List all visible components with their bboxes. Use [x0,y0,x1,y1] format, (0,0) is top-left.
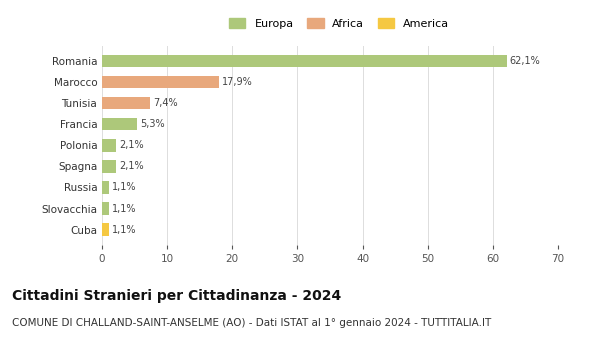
Text: 1,1%: 1,1% [112,182,137,192]
Bar [102,55,506,67]
Text: 5,3%: 5,3% [140,119,164,129]
Bar [102,76,218,88]
Text: Cittadini Stranieri per Cittadinanza - 2024: Cittadini Stranieri per Cittadinanza - 2… [12,289,341,303]
Legend: Europa, Africa, America: Europa, Africa, America [226,15,453,33]
Text: 2,1%: 2,1% [119,161,143,171]
Text: 17,9%: 17,9% [222,77,253,87]
Text: 1,1%: 1,1% [112,203,137,214]
Text: 2,1%: 2,1% [119,140,143,150]
Text: 62,1%: 62,1% [510,56,541,66]
Bar [102,139,116,152]
Text: 1,1%: 1,1% [112,225,137,235]
Bar [102,97,150,110]
Bar [102,181,109,194]
Bar [102,202,109,215]
Text: COMUNE DI CHALLAND-SAINT-ANSELME (AO) - Dati ISTAT al 1° gennaio 2024 - TUTTITAL: COMUNE DI CHALLAND-SAINT-ANSELME (AO) - … [12,318,491,329]
Text: 7,4%: 7,4% [154,98,178,108]
Bar [102,223,109,236]
Bar [102,160,116,173]
Bar [102,118,137,131]
